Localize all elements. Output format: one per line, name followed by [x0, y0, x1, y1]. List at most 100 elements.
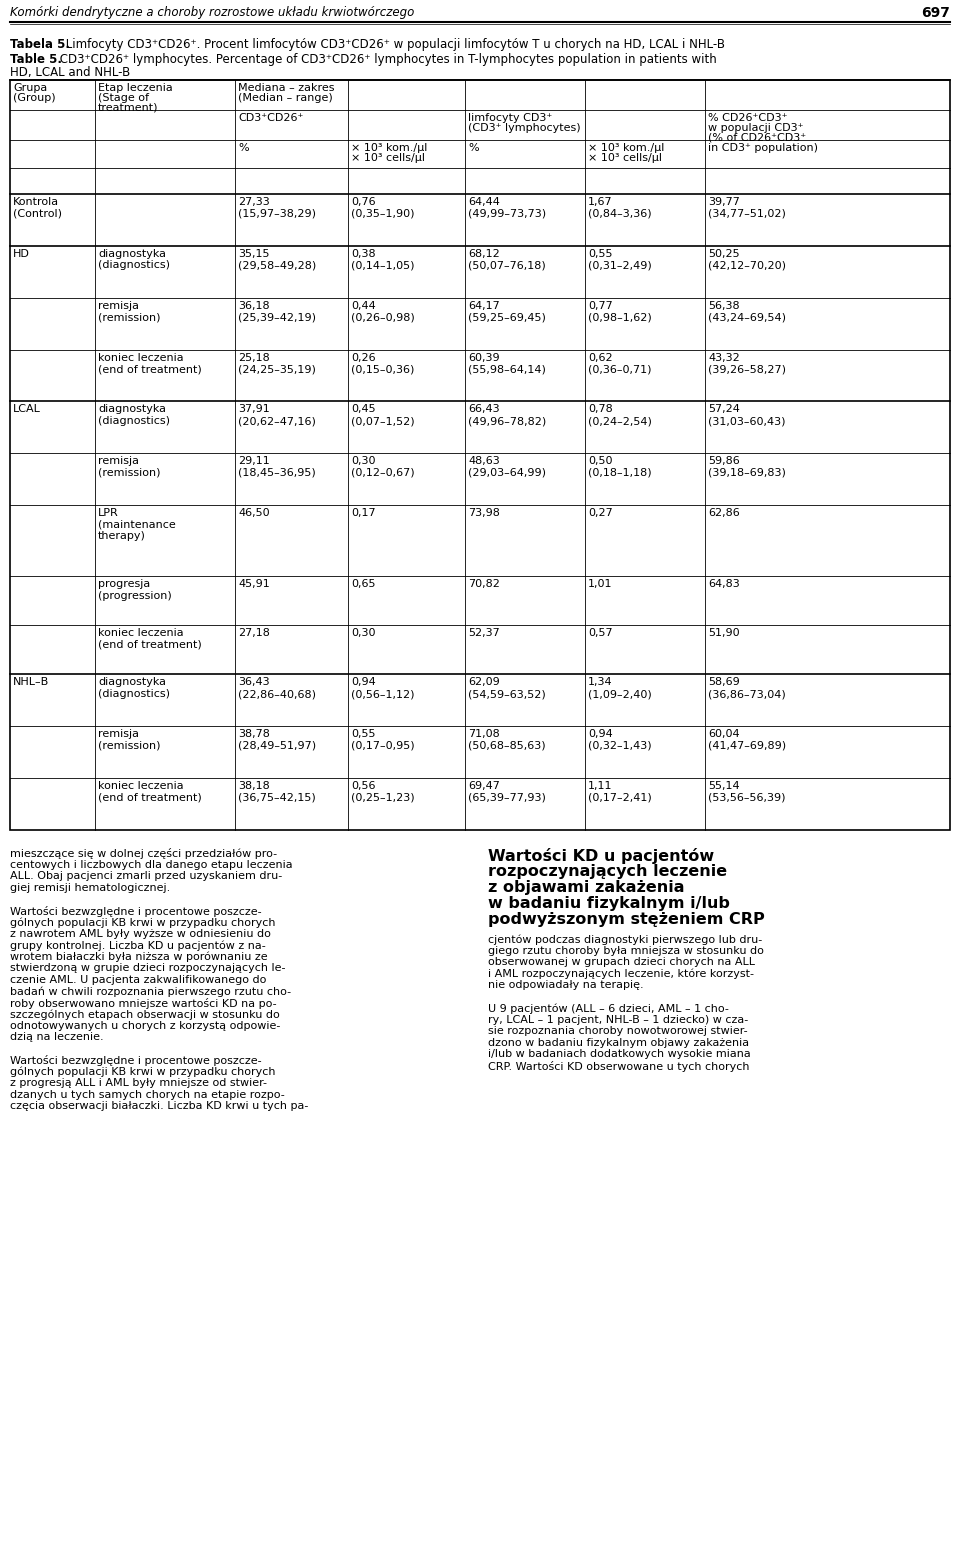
Text: 59,86
(39,18–69,83): 59,86 (39,18–69,83)	[708, 457, 786, 477]
Text: giego rzutu choroby była mniejsza w stosunku do: giego rzutu choroby była mniejsza w stos…	[488, 945, 764, 956]
Text: 37,91
(20,62–47,16): 37,91 (20,62–47,16)	[238, 404, 316, 426]
Text: progresja
(progression): progresja (progression)	[98, 579, 172, 601]
Text: 0,27: 0,27	[588, 509, 612, 518]
Text: czenie AML. U pacjenta zakwalifikowanego do: czenie AML. U pacjenta zakwalifikowanego…	[10, 975, 266, 984]
Text: CD3⁺CD26⁺ lymphocytes. Percentage of CD3⁺CD26⁺ lymphocytes in T-lymphocytes popu: CD3⁺CD26⁺ lymphocytes. Percentage of CD3…	[56, 53, 717, 66]
Text: Kontrola
(Control): Kontrola (Control)	[13, 197, 62, 219]
Text: rozpoczynających leczenie: rozpoczynających leczenie	[488, 864, 727, 880]
Text: 0,76
(0,35–1,90): 0,76 (0,35–1,90)	[351, 197, 415, 219]
Text: Grupa: Grupa	[13, 83, 47, 92]
Text: 60,04
(41,47–69,89): 60,04 (41,47–69,89)	[708, 729, 786, 751]
Text: 46,50: 46,50	[238, 509, 270, 518]
Text: 0,55
(0,17–0,95): 0,55 (0,17–0,95)	[351, 729, 415, 751]
Text: z progresją ALL i AML były mniejsze od stwier-: z progresją ALL i AML były mniejsze od s…	[10, 1078, 267, 1088]
Text: Wartości bezwzględne i procentowe poszcze-: Wartości bezwzględne i procentowe poszcz…	[10, 906, 262, 917]
Text: Limfocyty CD3⁺CD26⁺. Procent limfocytów CD3⁺CD26⁺ w populacji limfocytów T u cho: Limfocyty CD3⁺CD26⁺. Procent limfocytów …	[62, 38, 725, 52]
Text: 1,01: 1,01	[588, 579, 612, 588]
Text: 64,44
(49,99–73,73): 64,44 (49,99–73,73)	[468, 197, 546, 219]
Text: 697: 697	[922, 6, 950, 20]
Text: %: %	[238, 142, 249, 153]
Text: 66,43
(49,96–78,82): 66,43 (49,96–78,82)	[468, 404, 546, 426]
Text: badań w chwili rozpoznania pierwszego rzutu cho-: badań w chwili rozpoznania pierwszego rz…	[10, 986, 291, 997]
Text: remisja
(remission): remisja (remission)	[98, 729, 160, 751]
Text: 69,47
(65,39–77,93): 69,47 (65,39–77,93)	[468, 781, 546, 803]
Text: koniec leczenia
(end of treatment): koniec leczenia (end of treatment)	[98, 781, 202, 803]
Text: odnotowywanych u chorych z korzystą odpowie-: odnotowywanych u chorych z korzystą odpo…	[10, 1020, 280, 1030]
Text: cjentów podczas diagnostyki pierwszego lub dru-: cjentów podczas diagnostyki pierwszego l…	[488, 934, 762, 945]
Text: 38,18
(36,75–42,15): 38,18 (36,75–42,15)	[238, 781, 316, 803]
Text: 0,45
(0,07–1,52): 0,45 (0,07–1,52)	[351, 404, 415, 426]
Text: 0,94
(0,32–1,43): 0,94 (0,32–1,43)	[588, 729, 652, 751]
Text: 70,82: 70,82	[468, 579, 500, 588]
Text: 64,17
(59,25–69,45): 64,17 (59,25–69,45)	[468, 300, 546, 322]
Text: 55,14
(53,56–56,39): 55,14 (53,56–56,39)	[708, 781, 785, 803]
Text: 27,18: 27,18	[238, 628, 270, 639]
Text: U 9 pacjentów (ALL – 6 dzieci, AML – 1 cho-: U 9 pacjentów (ALL – 6 dzieci, AML – 1 c…	[488, 1003, 729, 1014]
Text: centowych i liczbowych dla danego etapu leczenia: centowych i liczbowych dla danego etapu …	[10, 859, 293, 870]
Text: 45,91: 45,91	[238, 579, 270, 588]
Text: Tabela 5.: Tabela 5.	[10, 38, 70, 52]
Text: i AML rozpoczynających leczenie, które korzyst-: i AML rozpoczynających leczenie, które k…	[488, 969, 754, 980]
Text: Mediana – zakres: Mediana – zakres	[238, 83, 334, 92]
Text: diagnostyka
(diagnostics): diagnostyka (diagnostics)	[98, 678, 170, 700]
Text: × 10³ cells/μl: × 10³ cells/μl	[351, 153, 425, 163]
Text: diagnostyka
(diagnostics): diagnostyka (diagnostics)	[98, 404, 170, 426]
Text: %: %	[468, 142, 479, 153]
Text: w badaniu fizykalnym i/lub: w badaniu fizykalnym i/lub	[488, 897, 730, 911]
Text: z nawrotem AML były wyższe w odniesieniu do: z nawrotem AML były wyższe w odniesieniu…	[10, 928, 271, 939]
Text: roby obserwowano mniejsze wartości KD na po-: roby obserwowano mniejsze wartości KD na…	[10, 997, 276, 1008]
Text: 29,11
(18,45–36,95): 29,11 (18,45–36,95)	[238, 457, 316, 477]
Text: obserwowanej w grupach dzieci chorych na ALL: obserwowanej w grupach dzieci chorych na…	[488, 958, 755, 967]
Text: i/lub w badaniach dodatkowych wysokie miana: i/lub w badaniach dodatkowych wysokie mi…	[488, 1049, 751, 1060]
Text: HD, LCAL and NHL-B: HD, LCAL and NHL-B	[10, 66, 131, 78]
Text: 68,12
(50,07–76,18): 68,12 (50,07–76,18)	[468, 249, 545, 271]
Text: gólnych populacji KB krwi w przypadku chorych: gólnych populacji KB krwi w przypadku ch…	[10, 917, 276, 928]
Text: limfocyty CD3⁺: limfocyty CD3⁺	[468, 113, 552, 124]
Text: Komórki dendrytyczne a choroby rozrostowe układu krwiotwórczego: Komórki dendrytyczne a choroby rozrostow…	[10, 6, 415, 19]
Text: 0,94
(0,56–1,12): 0,94 (0,56–1,12)	[351, 678, 415, 700]
Text: 1,34
(1,09–2,40): 1,34 (1,09–2,40)	[588, 678, 652, 700]
Text: × 10³ cells/μl: × 10³ cells/μl	[588, 153, 662, 163]
Text: 0,17: 0,17	[351, 509, 375, 518]
Text: (% of CD26⁺CD3⁺: (% of CD26⁺CD3⁺	[708, 133, 806, 142]
Text: dzią na leczenie.: dzią na leczenie.	[10, 1031, 104, 1042]
Text: LCAL: LCAL	[13, 404, 41, 415]
Text: Etap leczenia: Etap leczenia	[98, 83, 173, 92]
Text: 0,26
(0,15–0,36): 0,26 (0,15–0,36)	[351, 352, 415, 374]
Text: 64,83: 64,83	[708, 579, 740, 588]
Text: 36,18
(25,39–42,19): 36,18 (25,39–42,19)	[238, 300, 316, 322]
Text: giej remisji hematologicznej.: giej remisji hematologicznej.	[10, 883, 170, 892]
Text: 71,08
(50,68–85,63): 71,08 (50,68–85,63)	[468, 729, 545, 751]
Text: 0,56
(0,25–1,23): 0,56 (0,25–1,23)	[351, 781, 415, 803]
Text: 0,30: 0,30	[351, 628, 375, 639]
Text: 60,39
(55,98–64,14): 60,39 (55,98–64,14)	[468, 352, 546, 374]
Text: gólnych populacji KB krwi w przypadku chorych: gólnych populacji KB krwi w przypadku ch…	[10, 1066, 276, 1077]
Text: treatment): treatment)	[98, 103, 158, 113]
Text: z objawami zakażenia: z objawami zakażenia	[488, 880, 684, 895]
Text: 1,67
(0,84–3,36): 1,67 (0,84–3,36)	[588, 197, 652, 219]
Text: sie rozpoznania choroby nowotworowej stwier-: sie rozpoznania choroby nowotworowej stw…	[488, 1027, 748, 1036]
Text: % CD26⁺CD3⁺: % CD26⁺CD3⁺	[708, 113, 787, 124]
Text: HD: HD	[13, 249, 30, 258]
Text: 38,78
(28,49–51,97): 38,78 (28,49–51,97)	[238, 729, 316, 751]
Text: Wartości KD u pacjentów: Wartości KD u pacjentów	[488, 848, 714, 864]
Text: in CD3⁺ population): in CD3⁺ population)	[708, 142, 818, 153]
Text: 27,33
(15,97–38,29): 27,33 (15,97–38,29)	[238, 197, 316, 219]
Text: 62,09
(54,59–63,52): 62,09 (54,59–63,52)	[468, 678, 545, 700]
Text: mieszczące się w dolnej części przedziałów pro-: mieszczące się w dolnej części przedział…	[10, 848, 277, 859]
Text: wrotem białaczki była niższa w porównaniu ze: wrotem białaczki była niższa w porównani…	[10, 952, 268, 962]
Text: 0,77
(0,98–1,62): 0,77 (0,98–1,62)	[588, 300, 652, 322]
Text: 56,38
(43,24–69,54): 56,38 (43,24–69,54)	[708, 300, 786, 322]
Text: (Median – range): (Median – range)	[238, 92, 333, 103]
Text: (CD3⁺ lymphocytes): (CD3⁺ lymphocytes)	[468, 124, 581, 133]
Text: diagnostyka
(diagnostics): diagnostyka (diagnostics)	[98, 249, 170, 271]
Text: × 10³ kom./μl: × 10³ kom./μl	[588, 142, 664, 153]
Text: 0,50
(0,18–1,18): 0,50 (0,18–1,18)	[588, 457, 652, 477]
Text: 73,98: 73,98	[468, 509, 500, 518]
Text: ALL. Obaj pacjenci zmarli przed uzyskaniem dru-: ALL. Obaj pacjenci zmarli przed uzyskani…	[10, 872, 282, 881]
Text: 0,78
(0,24–2,54): 0,78 (0,24–2,54)	[588, 404, 652, 426]
Text: (Group): (Group)	[13, 92, 56, 103]
Text: stwierdzoną w grupie dzieci rozpoczynających le-: stwierdzoną w grupie dzieci rozpoczynają…	[10, 962, 285, 973]
Text: 50,25
(42,12–70,20): 50,25 (42,12–70,20)	[708, 249, 786, 271]
Text: Wartości bezwzględne i procentowe poszcze-: Wartości bezwzględne i procentowe poszcz…	[10, 1055, 262, 1066]
